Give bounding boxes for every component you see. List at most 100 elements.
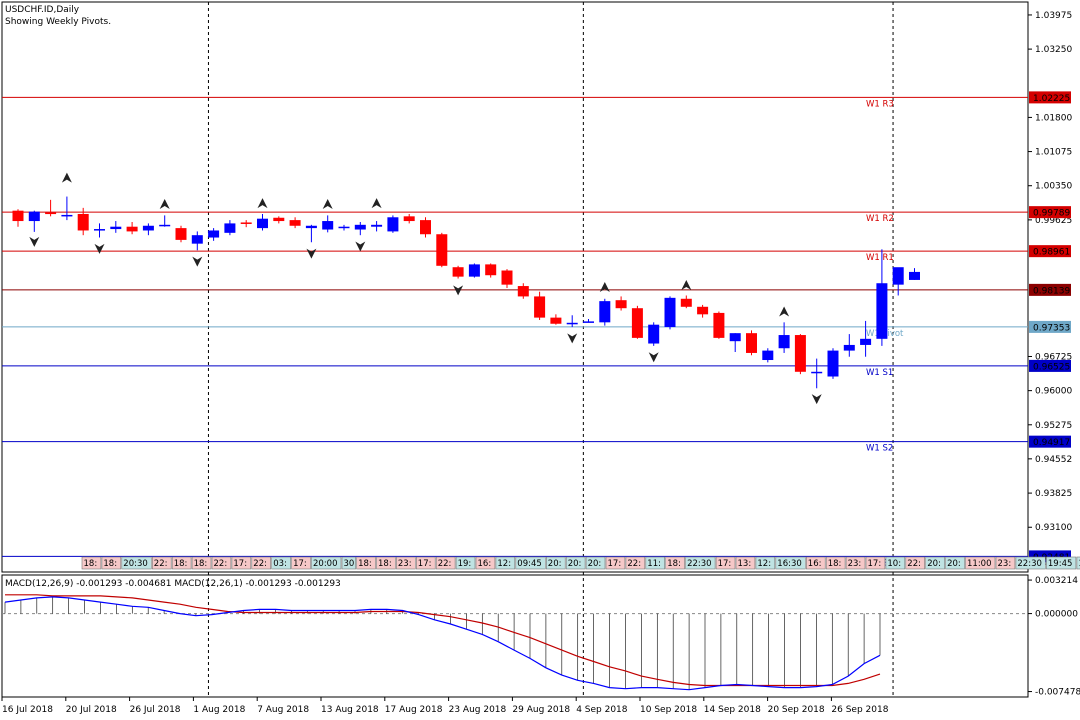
candle-body [126,226,138,232]
event-tag-text: 16: [808,559,822,569]
event-tag[interactable] [1046,556,1077,570]
event-tag-text: 30 [344,559,355,569]
candle-body [794,335,806,372]
x-tick-label: 26 Jul 2018 [130,705,181,715]
x-tick-label: 4 Sep 2018 [576,705,628,715]
event-tag[interactable] [356,556,376,570]
event-tag[interactable] [435,556,456,570]
event-tag[interactable] [1076,556,1080,570]
event-tag[interactable] [311,556,342,570]
event-tag[interactable] [271,556,291,570]
event-tag-text: 22: [214,559,228,569]
event-tag[interactable] [396,556,416,570]
event-tag[interactable] [171,556,192,570]
fractal-up-arrow [159,199,170,210]
candle-body [61,214,73,217]
event-tag[interactable] [152,556,172,570]
fractal-up-arrow [779,306,790,317]
event-tag[interactable] [211,556,232,570]
event-tag-text: 18: [103,559,117,569]
event-tag[interactable] [565,556,586,570]
candle-body [110,226,122,230]
event-tag[interactable] [925,556,945,570]
event-tag[interactable] [415,556,436,570]
event-tag[interactable] [665,556,685,570]
event-tag[interactable] [865,556,886,570]
event-tag[interactable] [515,556,546,570]
event-tag[interactable] [885,556,906,570]
fractal-down-arrow [567,333,578,344]
pivot-price-tag [1029,245,1071,258]
event-tag[interactable] [291,556,311,570]
fractal-down-arrow [648,352,659,363]
candle-body [403,216,415,222]
candle-body [208,230,220,238]
candle-body [778,335,790,349]
event-tag[interactable] [755,556,776,570]
event-tag[interactable] [81,556,102,570]
candle-body [322,221,334,230]
event-tag[interactable] [1015,556,1046,570]
event-tag-text: 18: [194,559,208,569]
event-tag-text: 03: [273,559,287,569]
event-tag[interactable] [341,556,356,570]
candle-body [746,333,757,353]
event-tag[interactable] [625,556,646,570]
event-tag[interactable] [805,556,826,570]
pivot-line-label: W1 R3 [866,99,894,109]
event-tag-text: 20: [568,559,582,569]
event-tag[interactable] [605,556,626,570]
x-tick-label: 7 Aug 2018 [257,705,309,715]
candle-body [94,229,105,231]
pivot-price-tag-text: 0.98961 [1033,248,1070,258]
event-tag[interactable] [585,556,606,570]
event-tag-text: 12: [757,559,771,569]
event-tag[interactable] [121,556,152,570]
fractal-up-arrow [61,172,72,183]
event-tag[interactable] [455,556,476,570]
event-tag[interactable] [231,556,252,570]
event-tag-text: 17: [233,559,247,569]
event-tag[interactable] [191,556,212,570]
candle-body [354,224,366,230]
event-tag[interactable] [545,556,566,570]
candle-body [12,210,24,222]
macd-y-tick-label: -0.007478 [1035,688,1080,698]
event-tag[interactable] [685,556,716,570]
event-tag[interactable] [735,556,756,570]
candle-body [240,222,252,224]
fractal-down-arrow [192,256,203,267]
event-tag[interactable] [376,556,396,570]
event-tag-text: 18: [667,559,681,569]
candle-body [501,270,513,285]
event-tag-text: 18: [174,559,188,569]
fractal-down-arrow [94,243,105,254]
event-tag[interactable] [251,556,272,570]
event-tag-text: 18: [378,559,392,569]
event-tag[interactable] [715,556,736,570]
symbol-title: USDCHF.ID,Daily [5,5,80,15]
pivot-line-label: W1 R1 [866,253,894,263]
event-tag[interactable] [995,556,1016,570]
event-tag[interactable] [495,556,516,570]
event-tag[interactable] [825,556,846,570]
event-tag[interactable] [775,556,806,570]
event-tag[interactable] [965,556,996,570]
event-tag-text: 22: [627,559,641,569]
event-tag[interactable] [945,556,965,570]
event-tag[interactable] [645,556,665,570]
chart-subtitle: Showing Weekly Pivots. [5,17,111,27]
event-tag[interactable] [905,556,925,570]
event-tag[interactable] [475,556,496,570]
candle-body [175,228,187,240]
candle-body [860,338,872,345]
event-tag[interactable] [101,556,122,570]
pivot-line-label: W1 S2 [866,444,893,454]
x-tick-label: 26 Sep 2018 [831,705,888,715]
event-tag[interactable] [845,556,866,570]
fractal-down-arrow [453,285,464,296]
event-tag-text: 11: [647,559,661,569]
y-tick-label: 0.96000 [1035,387,1072,397]
candle-body [387,217,399,232]
